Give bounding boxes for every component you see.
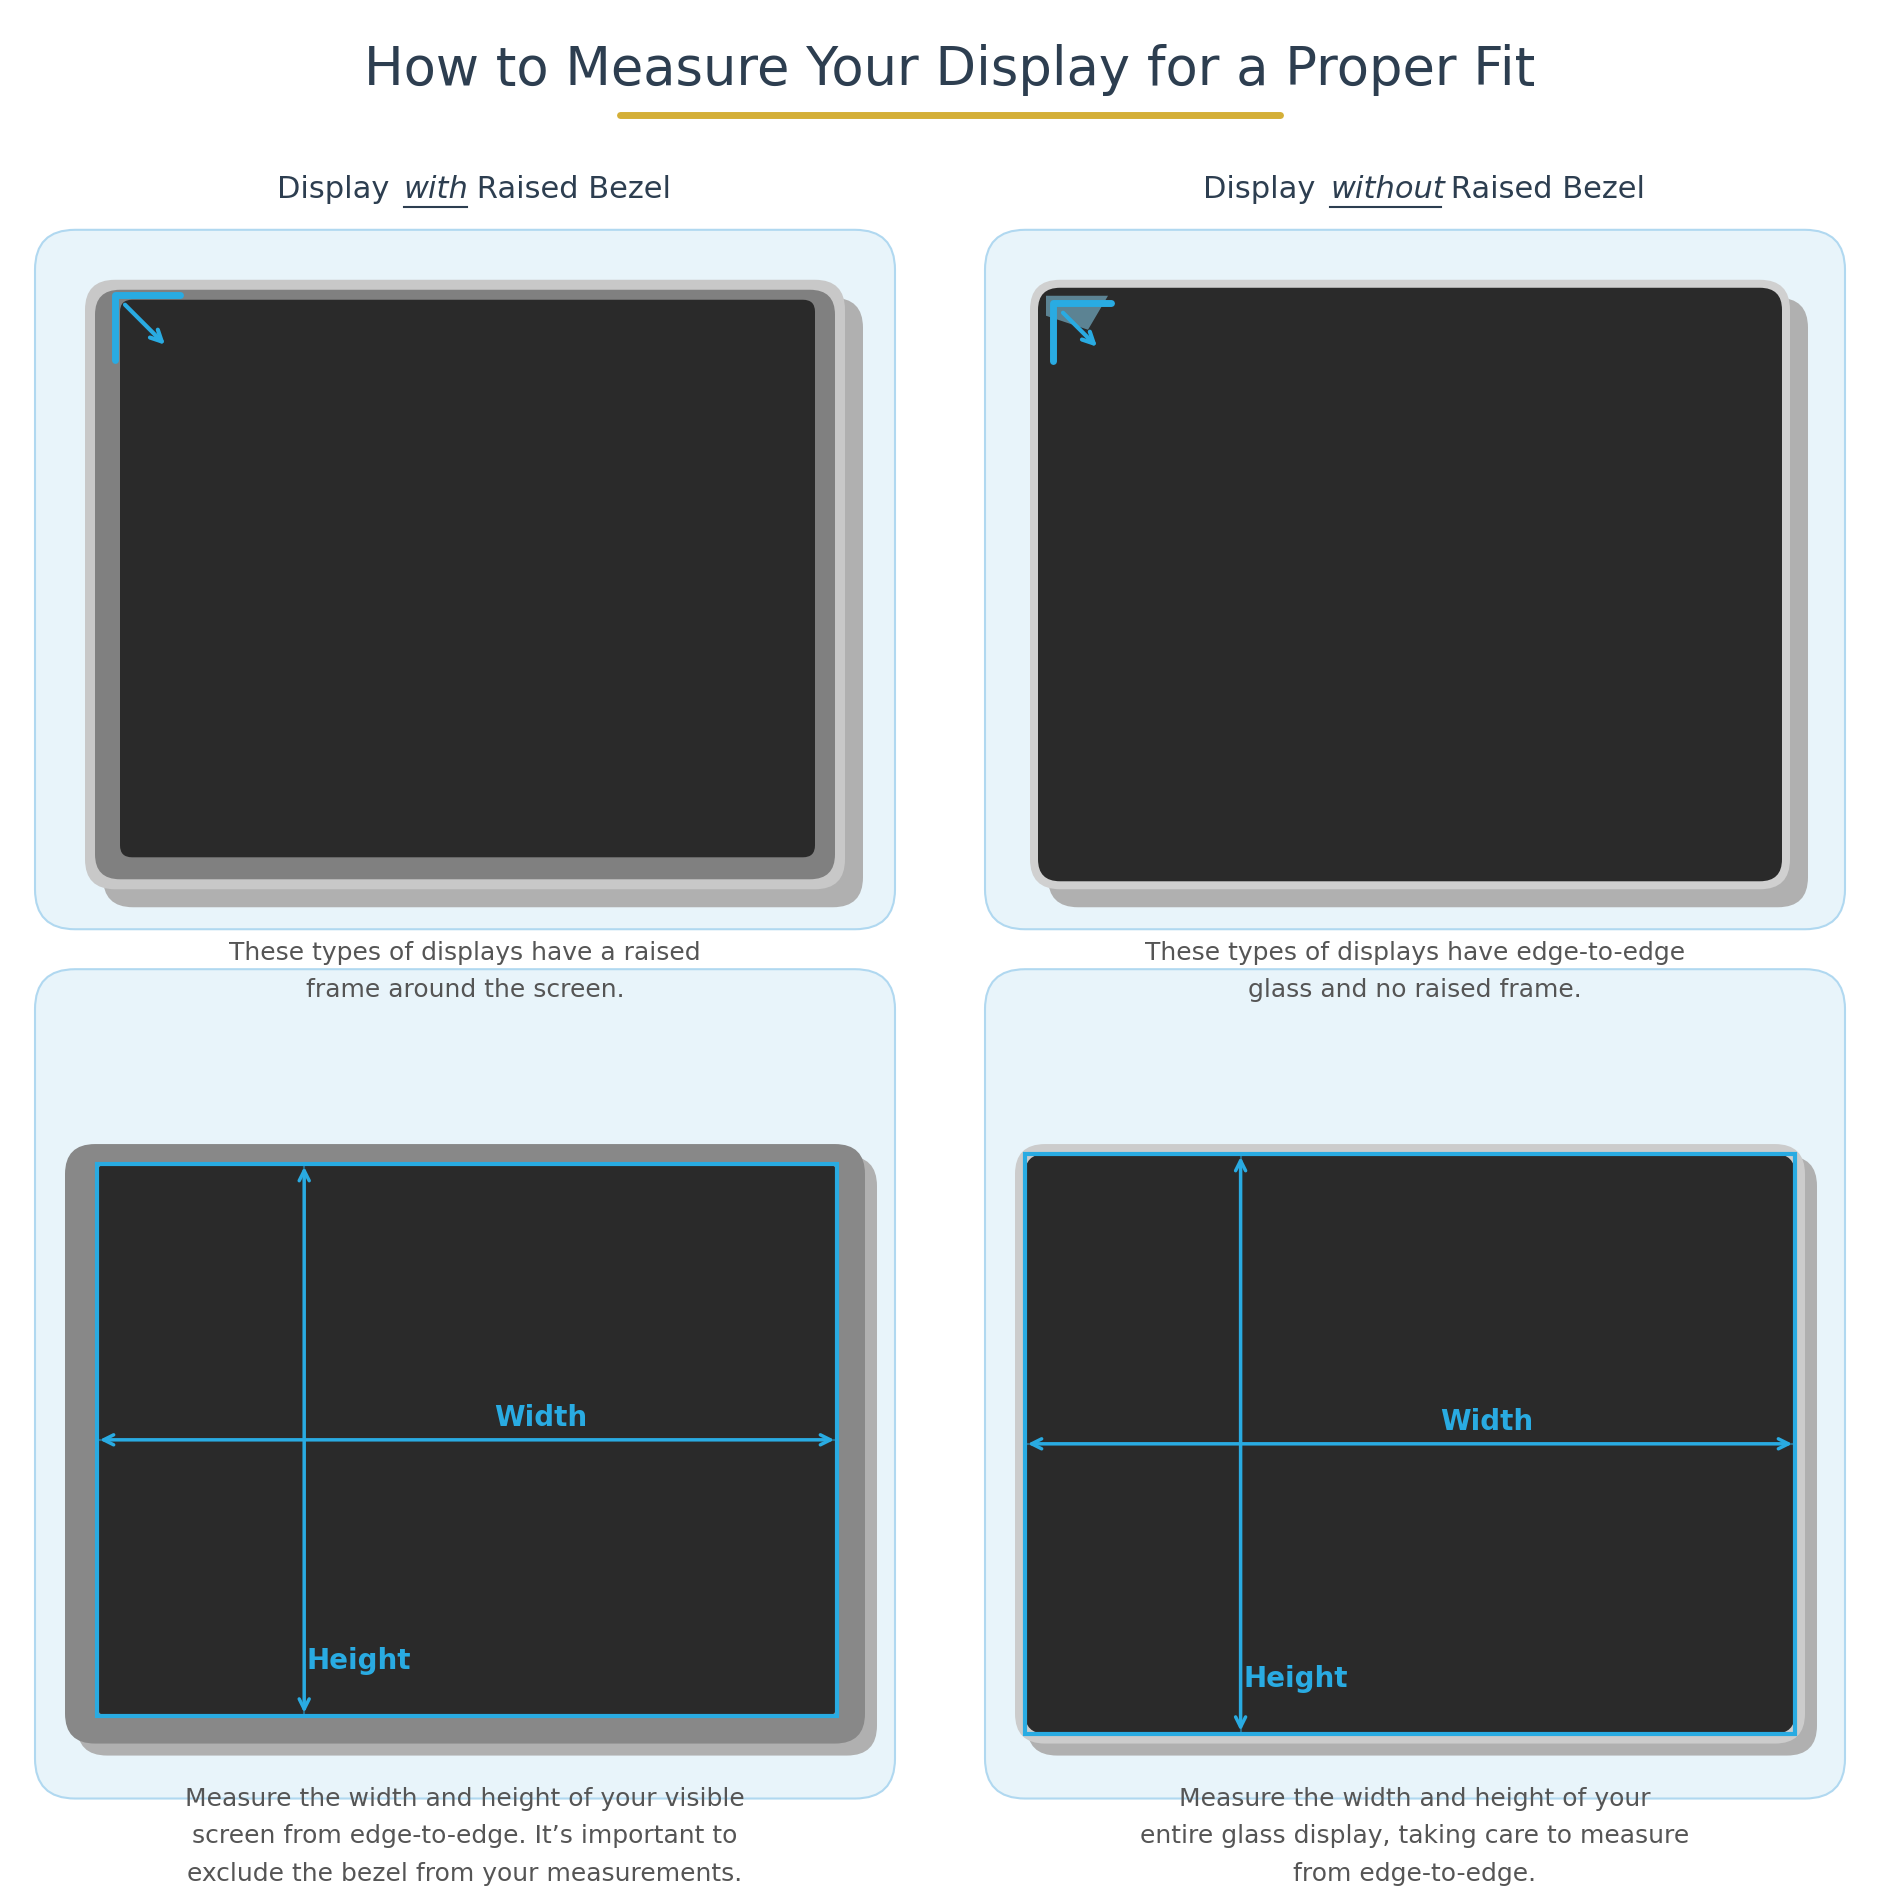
FancyBboxPatch shape — [1024, 1153, 1796, 1733]
Text: Measure the width and height of your visible
screen from edge-to-edge. It’s impo: Measure the width and height of your vis… — [184, 1788, 745, 1887]
Text: Width: Width — [494, 1404, 587, 1433]
FancyBboxPatch shape — [34, 969, 895, 1799]
FancyBboxPatch shape — [97, 1165, 838, 1716]
Text: How to Measure Your Display for a Proper Fit: How to Measure Your Display for a Proper… — [365, 44, 1535, 95]
Bar — [97, 1165, 838, 1716]
Text: These types of displays have edge-to-edge
glass and no raised frame.: These types of displays have edge-to-edg… — [1146, 940, 1685, 1001]
FancyBboxPatch shape — [984, 230, 1845, 929]
FancyBboxPatch shape — [1030, 279, 1790, 889]
Text: Raised Bezel: Raised Bezel — [1440, 175, 1645, 205]
Text: without: without — [1330, 175, 1444, 205]
Text: Width: Width — [1440, 1408, 1533, 1436]
FancyBboxPatch shape — [78, 1155, 878, 1756]
FancyBboxPatch shape — [86, 279, 846, 889]
FancyBboxPatch shape — [1015, 1144, 1805, 1744]
Polygon shape — [1047, 296, 1108, 331]
FancyBboxPatch shape — [95, 291, 834, 880]
FancyBboxPatch shape — [103, 298, 863, 908]
FancyBboxPatch shape — [1049, 298, 1809, 908]
FancyBboxPatch shape — [120, 300, 815, 857]
Text: These types of displays have a raised
frame around the screen.: These types of displays have a raised fr… — [230, 940, 701, 1001]
FancyBboxPatch shape — [34, 230, 895, 929]
FancyBboxPatch shape — [65, 1144, 865, 1744]
Bar — [1024, 1153, 1796, 1733]
FancyBboxPatch shape — [984, 969, 1845, 1799]
FancyBboxPatch shape — [1037, 287, 1782, 882]
Text: Display: Display — [277, 175, 399, 205]
Text: with: with — [403, 175, 469, 205]
Text: Measure the width and height of your
entire glass display, taking care to measur: Measure the width and height of your ent… — [1140, 1788, 1689, 1887]
Text: Height: Height — [308, 1647, 412, 1674]
FancyBboxPatch shape — [1028, 1155, 1816, 1756]
Text: Display: Display — [1203, 175, 1326, 205]
Text: Height: Height — [1243, 1664, 1347, 1693]
Text: Raised Bezel: Raised Bezel — [467, 175, 671, 205]
